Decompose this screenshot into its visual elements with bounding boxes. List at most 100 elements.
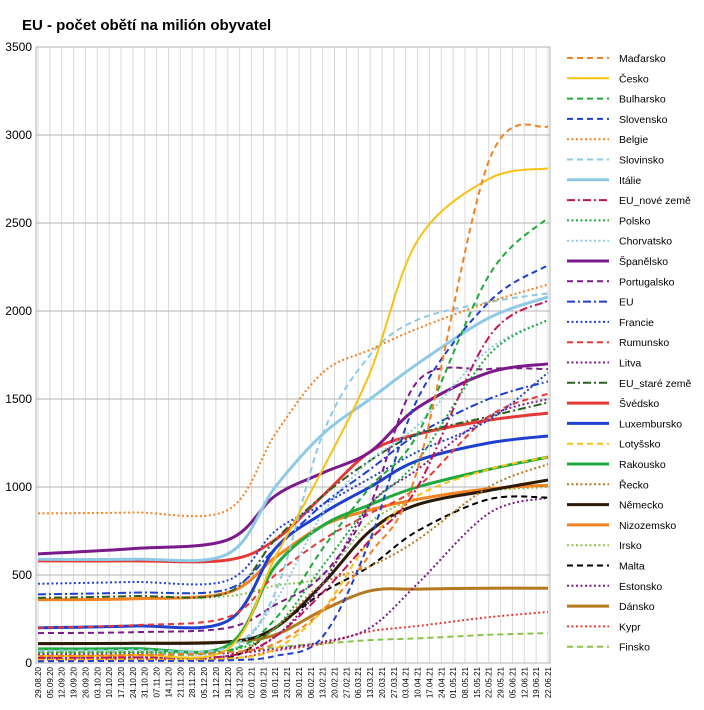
x-tick-label: 19.06.21 bbox=[532, 666, 541, 698]
legend-label: Estonsko bbox=[619, 581, 662, 593]
y-tick-label: 500 bbox=[12, 568, 32, 582]
y-tick-label: 2000 bbox=[5, 304, 32, 318]
series-line bbox=[37, 495, 549, 662]
legend-label: Belgie bbox=[619, 134, 648, 146]
x-tick-label: 28.11.20 bbox=[188, 666, 197, 697]
legend-label: Slovensko bbox=[619, 114, 668, 126]
legend-label: EU bbox=[619, 297, 634, 309]
series-line bbox=[37, 434, 549, 630]
legend-label: Nizozemsko bbox=[619, 520, 676, 532]
legend-label: Malta bbox=[619, 561, 645, 573]
x-tick-label: 24.04.21 bbox=[437, 666, 446, 698]
x-tick-label: 27.02.21 bbox=[342, 666, 351, 698]
y-tick-label: 1000 bbox=[5, 480, 32, 494]
y-tick-label: 3500 bbox=[5, 40, 32, 54]
series-lines bbox=[37, 123, 549, 663]
series-line bbox=[37, 318, 549, 656]
x-tick-label: 07.11.20 bbox=[153, 666, 162, 697]
legend-label: EU_nové země bbox=[619, 195, 691, 207]
y-tick-label: 2500 bbox=[5, 216, 32, 230]
x-tick-label: 12.06.21 bbox=[520, 666, 529, 698]
legend-label: Švédsko bbox=[619, 397, 659, 410]
x-tick-label: 03.10.20 bbox=[93, 666, 102, 698]
legend-label: EU_staré země bbox=[619, 378, 692, 390]
x-tick-label: 13.02.21 bbox=[319, 666, 328, 698]
x-tick-label: 09.01.21 bbox=[259, 666, 268, 698]
legend-label: Maďarsko bbox=[619, 53, 666, 65]
x-tick-label: 26.12.20 bbox=[236, 666, 245, 698]
y-tick-label: 1500 bbox=[5, 392, 32, 406]
x-tick-label: 12.12.20 bbox=[212, 666, 221, 698]
chart-title: EU - počet obětí na milión obyvatel bbox=[22, 17, 271, 34]
y-tick-label: 0 bbox=[25, 656, 32, 670]
legend-label: Česko bbox=[619, 72, 649, 85]
plot-border bbox=[35, 46, 551, 664]
series-line bbox=[37, 123, 549, 657]
series-line bbox=[37, 318, 549, 654]
series-line bbox=[37, 299, 549, 659]
series-line bbox=[37, 283, 549, 518]
series-line bbox=[37, 611, 549, 661]
x-tick-label: 24.10.20 bbox=[129, 666, 138, 698]
series-line bbox=[37, 632, 549, 654]
legend-label: Německo bbox=[619, 500, 664, 512]
legend-label: Rumunsko bbox=[619, 337, 669, 349]
x-tick-label: 06.03.21 bbox=[354, 666, 363, 698]
x-axis-ticks: 29.08.20 05.09.20 12.09.20 19.09.20 26.09.20… bbox=[34, 666, 553, 698]
legend-label: Dánsko bbox=[619, 601, 655, 613]
series-line bbox=[37, 455, 549, 654]
x-tick-label: 10.04.21 bbox=[414, 666, 423, 698]
x-tick-label: 02.01.21 bbox=[247, 666, 256, 698]
series-line bbox=[37, 392, 549, 629]
series-line bbox=[37, 496, 549, 656]
x-tick-label: 17.10.20 bbox=[117, 666, 126, 698]
legend-label: Litva bbox=[619, 358, 641, 370]
x-tick-label: 12.09.20 bbox=[58, 666, 67, 698]
series-line bbox=[37, 167, 549, 659]
legend-label: Itálie bbox=[619, 175, 641, 187]
series-line bbox=[37, 264, 549, 663]
x-tick-label: 05.09.20 bbox=[46, 666, 55, 698]
x-tick-label: 16.01.21 bbox=[271, 666, 280, 698]
x-tick-label: 14.11.20 bbox=[164, 666, 173, 697]
x-tick-label: 31.10.20 bbox=[141, 666, 150, 698]
legend-label: Luxembursko bbox=[619, 418, 682, 430]
x-tick-label: 23.01.21 bbox=[283, 666, 292, 698]
legend-label: Kypr bbox=[619, 621, 641, 633]
series-line bbox=[37, 371, 549, 586]
x-tick-label: 17.04.21 bbox=[425, 666, 434, 698]
legend: Maďarsko Česko Bulharsko Slovensko Belgie Slo… bbox=[567, 53, 692, 654]
legend-label: Francie bbox=[619, 317, 654, 329]
legend-label: Polsko bbox=[619, 215, 651, 227]
x-tick-label: 22.05.21 bbox=[485, 666, 494, 698]
x-tick-label: 13.03.21 bbox=[366, 666, 375, 698]
legend-label: Řecko bbox=[619, 478, 649, 491]
y-axis-ticks: 0 500 1000 1500 2000 2500 3000 3500 bbox=[5, 40, 32, 670]
legend-label: Finsko bbox=[619, 642, 650, 654]
x-tick-label: 20.02.21 bbox=[331, 666, 340, 698]
x-tick-label: 22.06.21 bbox=[544, 666, 553, 698]
legend-label: Portugalsko bbox=[619, 276, 675, 288]
x-tick-label: 30.01.21 bbox=[295, 666, 304, 698]
x-tick-label: 03.04.21 bbox=[402, 666, 411, 698]
x-tick-label: 29.08.20 bbox=[34, 666, 43, 698]
y-tick-label: 3000 bbox=[5, 128, 32, 142]
legend-label: Bulharsko bbox=[619, 94, 666, 106]
legend-label: Rakousko bbox=[619, 459, 666, 471]
x-tick-label: 10.10.20 bbox=[105, 666, 114, 698]
x-tick-label: 19.09.20 bbox=[70, 666, 79, 698]
legend-label: Lotyšsko bbox=[619, 439, 661, 451]
x-tick-label: 05.12.20 bbox=[200, 666, 209, 698]
series-line bbox=[37, 463, 549, 660]
x-tick-label: 19.12.20 bbox=[224, 666, 233, 698]
x-tick-label: 06.02.21 bbox=[307, 666, 316, 698]
x-tick-label: 05.06.21 bbox=[508, 666, 517, 698]
series-line bbox=[37, 401, 549, 599]
x-tick-label: 20.03.21 bbox=[378, 666, 387, 698]
plot-area bbox=[36, 47, 550, 663]
x-tick-label: 26.09.20 bbox=[81, 666, 90, 698]
x-tick-label: 08.05.21 bbox=[461, 666, 470, 698]
x-tick-label: 15.05.21 bbox=[473, 666, 482, 698]
legend-label: Slovinsko bbox=[619, 155, 664, 167]
